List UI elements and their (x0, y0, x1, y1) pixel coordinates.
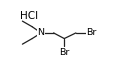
Text: HCl: HCl (20, 11, 38, 21)
Text: Br: Br (59, 48, 69, 57)
Text: Br: Br (86, 28, 96, 37)
Text: N: N (37, 28, 44, 37)
